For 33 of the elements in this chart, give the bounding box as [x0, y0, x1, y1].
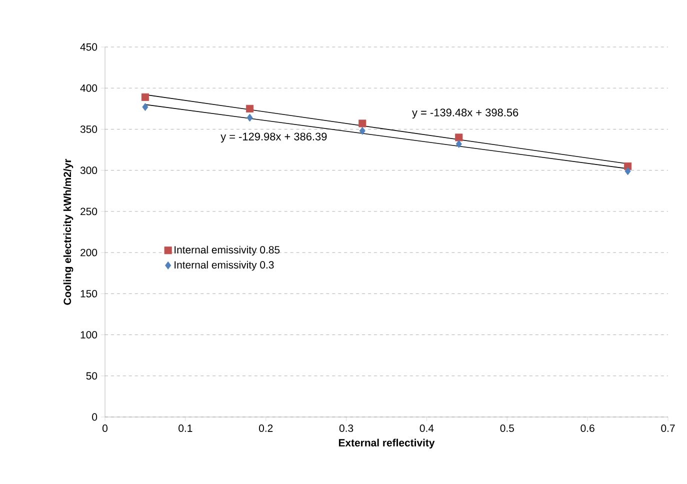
- y-tick-label: 250: [80, 208, 98, 216]
- y-tick-label: 100: [80, 331, 98, 338]
- y-tick-label: 0: [92, 413, 98, 421]
- y-tick-label: 400: [80, 84, 98, 92]
- legend-label: Internal emissivity 0.3: [174, 260, 274, 271]
- point: [246, 114, 253, 122]
- annotation: y = -139.48x + 398.56: [412, 108, 518, 119]
- y-tick-label: 50: [86, 372, 98, 380]
- x-tick-label: 0: [102, 424, 108, 432]
- x-tick-label: 0.6: [580, 424, 594, 432]
- x-tick-label: 0.3: [339, 424, 354, 432]
- x-tick-label: 0.7: [661, 424, 675, 432]
- point: [358, 120, 366, 128]
- legend-label: Internal emissivity 0.85: [174, 246, 280, 256]
- x-tick-label: 0.5: [500, 424, 514, 432]
- x-tick-label: 0.2: [258, 424, 273, 432]
- x-axis-title: External reflectivity: [338, 438, 435, 449]
- point: [455, 134, 463, 142]
- annotation: y = -129.98x + 386.39: [220, 132, 327, 143]
- y-tick-label: 200: [80, 248, 98, 256]
- y-tick-label: 450: [80, 43, 98, 51]
- x-tick-label: 0.4: [420, 424, 434, 432]
- point: [624, 167, 631, 176]
- y-tick-label: 150: [80, 290, 98, 298]
- point: [246, 104, 254, 112]
- point: [456, 140, 462, 148]
- point: [141, 93, 149, 101]
- y-axis-title: Cooling electricity kWh/m2/yr: [63, 158, 74, 305]
- y-tick-label: 300: [80, 166, 98, 174]
- point: [359, 126, 366, 135]
- x-tick-label: 0.1: [178, 424, 192, 432]
- point: [142, 103, 148, 112]
- y-tick-label: 350: [80, 126, 98, 133]
